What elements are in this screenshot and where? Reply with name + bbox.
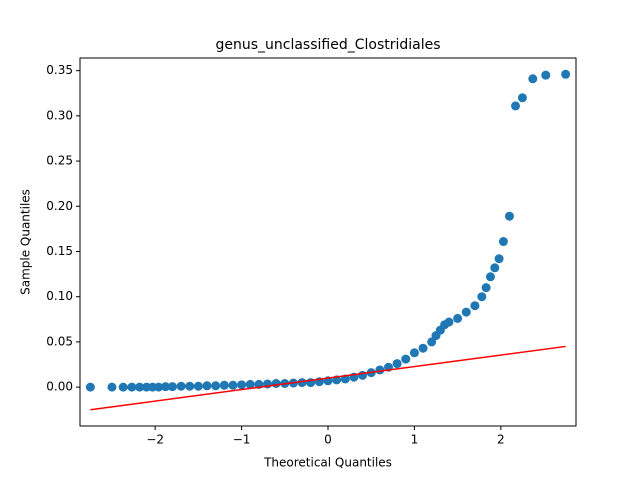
point	[375, 365, 385, 375]
point	[485, 272, 495, 282]
point	[494, 254, 504, 264]
point	[481, 283, 491, 293]
point	[154, 382, 164, 392]
point	[461, 307, 471, 317]
point	[511, 101, 521, 111]
reference-line	[90, 345, 566, 411]
y-tick-label: 0.00	[46, 380, 73, 394]
point	[504, 211, 514, 221]
point	[185, 381, 195, 391]
point	[237, 380, 247, 390]
x-tick-label: −2	[146, 433, 164, 447]
point	[228, 380, 238, 390]
point	[127, 382, 137, 392]
y-tick-label: 0.15	[46, 244, 73, 258]
point	[528, 74, 538, 84]
point	[470, 301, 480, 311]
point	[561, 69, 571, 79]
point	[161, 382, 171, 392]
y-tick-label: 0.05	[46, 334, 73, 348]
x-tick-label: −1	[233, 433, 251, 447]
point	[118, 382, 128, 392]
y-tick-label: 0.35	[46, 63, 73, 77]
point	[176, 381, 186, 391]
point	[193, 381, 203, 391]
y-tick-label: 0.25	[46, 154, 73, 168]
point	[444, 317, 454, 327]
y-tick-label: 0.10	[46, 289, 73, 303]
point	[477, 292, 487, 302]
x-tick-label: 1	[411, 433, 419, 447]
point	[107, 382, 117, 392]
x-axis-label: Theoretical Quantiles	[263, 456, 392, 470]
point	[297, 378, 307, 388]
chart-title: genus_unclassified_Clostridiales	[215, 37, 440, 53]
point	[392, 359, 402, 369]
point	[135, 382, 145, 392]
point	[490, 263, 500, 273]
point	[409, 348, 419, 358]
point	[85, 382, 95, 392]
y-tick-label: 0.20	[46, 199, 73, 213]
point	[401, 354, 411, 364]
point	[202, 381, 212, 391]
plot-frame	[79, 57, 577, 427]
point	[219, 380, 229, 390]
point	[498, 237, 508, 247]
point	[418, 343, 428, 353]
point	[453, 313, 463, 323]
point	[271, 379, 281, 389]
point	[517, 93, 527, 103]
point	[245, 379, 255, 389]
point	[211, 381, 221, 391]
x-tick-label: 0	[324, 433, 332, 447]
point	[427, 337, 437, 347]
y-tick-label: 0.30	[46, 108, 73, 122]
x-tick-label: 2	[497, 433, 505, 447]
point	[541, 70, 551, 80]
point	[167, 382, 177, 392]
point	[358, 370, 368, 380]
y-axis-label: Sample Quantiles	[19, 189, 33, 295]
